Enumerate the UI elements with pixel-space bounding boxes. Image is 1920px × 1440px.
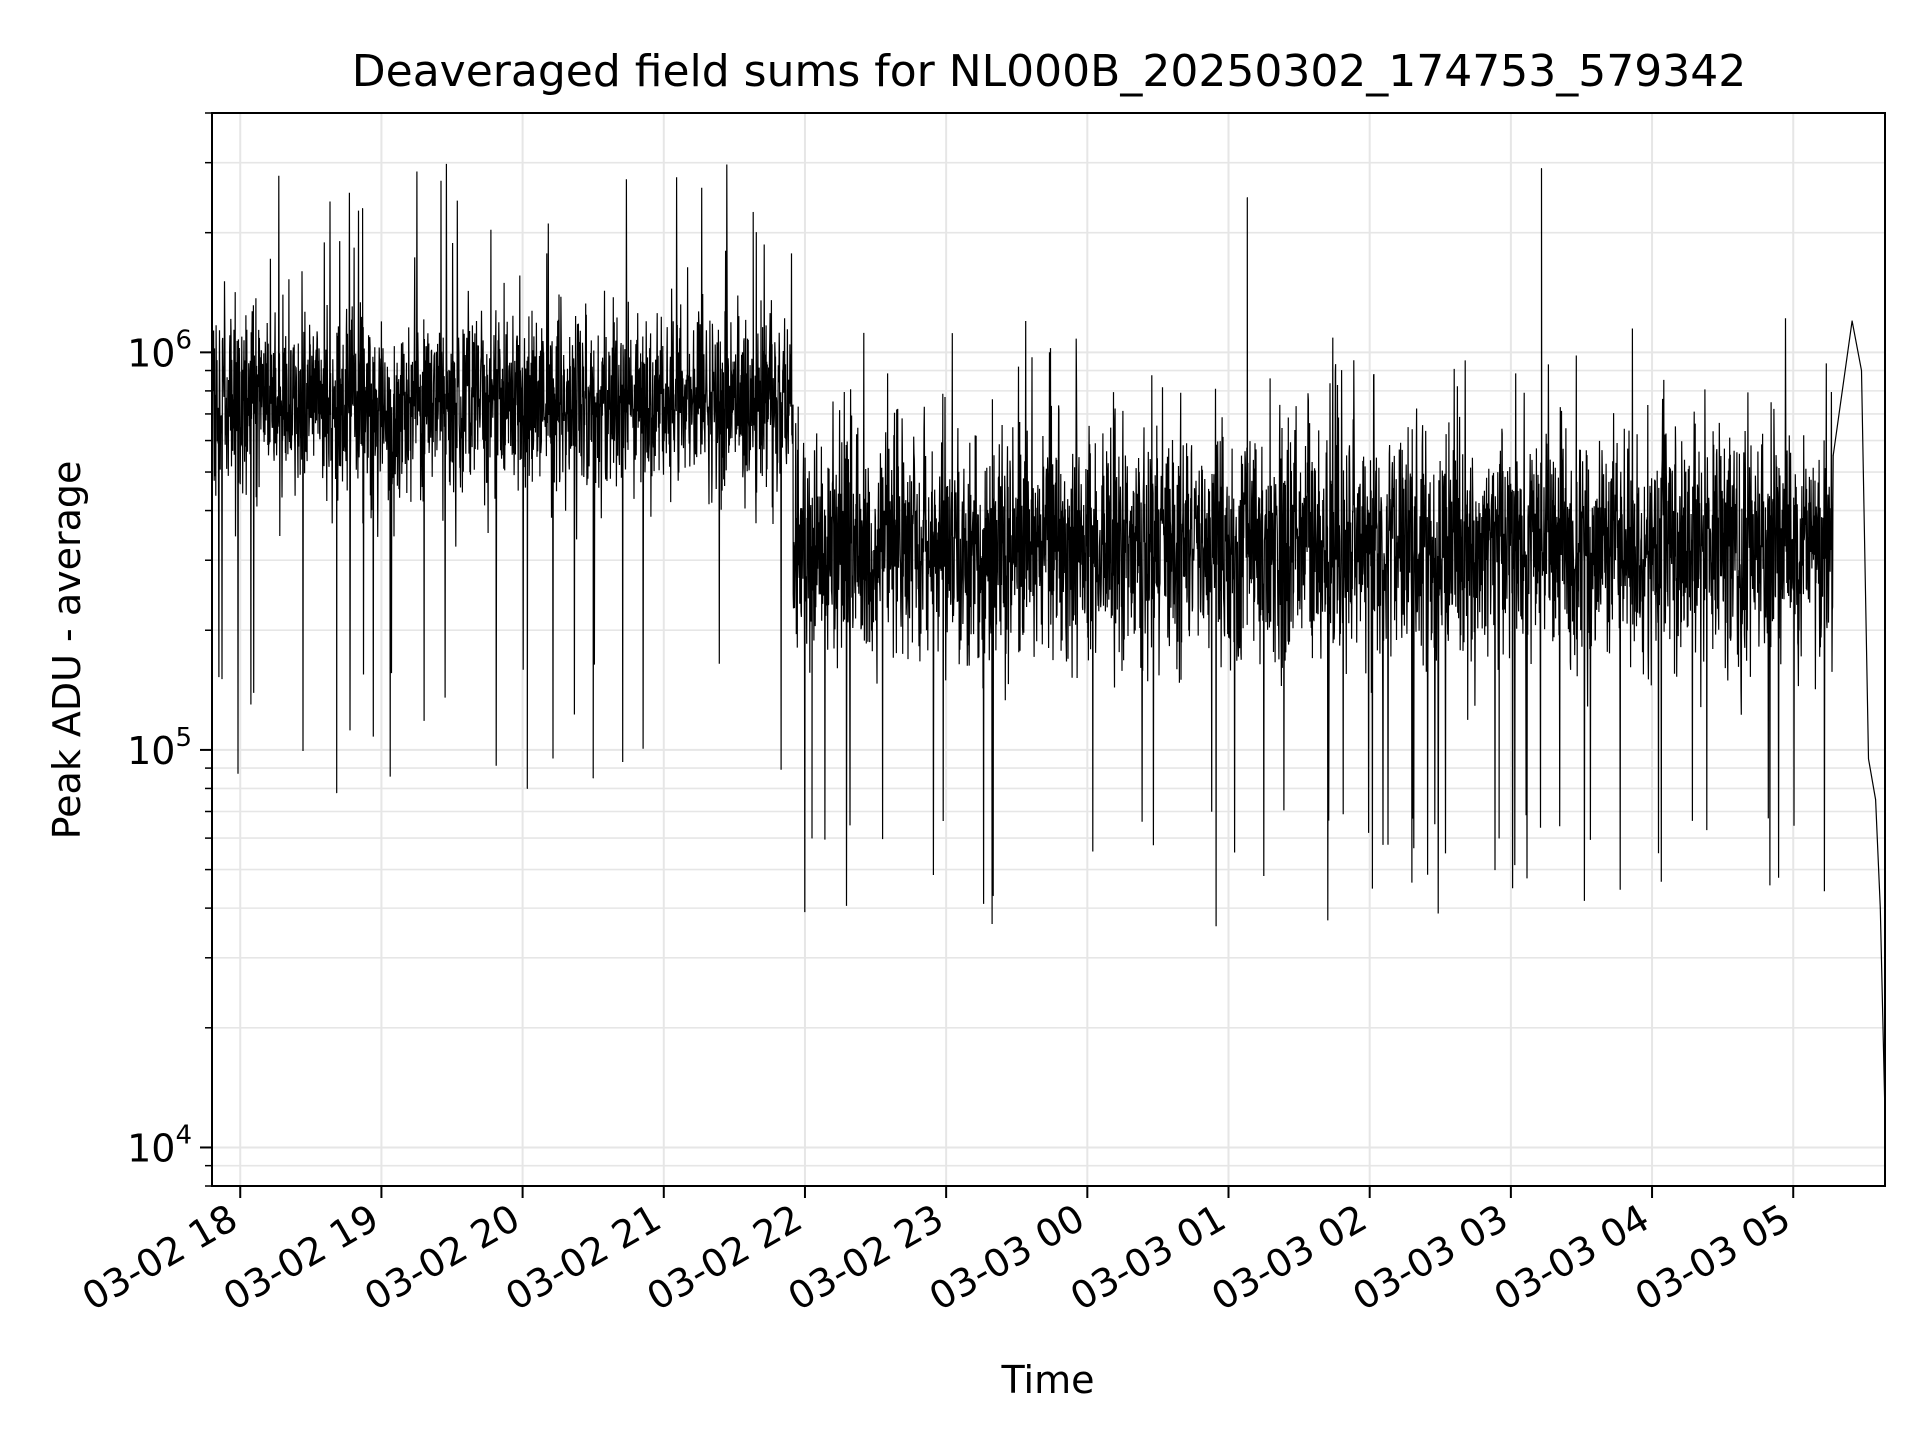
data-point (1868, 758, 1870, 760)
x-tick-label: 03-02 23 (781, 1196, 951, 1320)
y-axis-label: Peak ADU - average (45, 461, 89, 840)
series-line (211, 163, 1886, 1117)
x-axis-label: Time (1001, 1358, 1095, 1402)
x-tick-label: 03-02 18 (75, 1196, 245, 1320)
data-point (1879, 907, 1881, 909)
data-point (752, 211, 754, 213)
data-point (526, 787, 528, 789)
data-point (1875, 799, 1877, 801)
x-tick-label: 03-03 05 (1628, 1196, 1798, 1320)
x-tick-label: 03-03 04 (1487, 1196, 1657, 1320)
series-layer (211, 163, 1886, 1117)
data-point (1246, 197, 1248, 199)
y-tick-label: 104 (127, 1120, 192, 1170)
x-tick-label: 03-03 02 (1204, 1196, 1374, 1320)
y-tick-label: 106 (127, 325, 192, 375)
data-point (811, 837, 813, 839)
x-tick-label: 03-03 03 (1345, 1196, 1515, 1320)
x-tick-label: 03-02 20 (357, 1196, 527, 1320)
plot-frame (211, 112, 1886, 1187)
chart-title: Deaveraged field sums for NL000B_2025030… (352, 46, 1746, 97)
x-tick-label: 03-03 01 (1063, 1196, 1233, 1320)
data-point (336, 792, 338, 794)
data-point (1832, 455, 1834, 457)
data-point (1851, 320, 1853, 322)
data-point (592, 777, 594, 779)
x-tick-label: 03-02 19 (216, 1196, 386, 1320)
data-point (1540, 168, 1542, 170)
x-tick-label: 03-03 00 (922, 1196, 1092, 1320)
data-point (1498, 837, 1500, 839)
y-tick-label: 105 (127, 723, 192, 773)
x-tick-label: 03-02 22 (639, 1196, 809, 1320)
data-point (1860, 370, 1862, 372)
data-point (992, 895, 994, 897)
y-axis: 104 105 106 (127, 112, 212, 1187)
grid (212, 112, 1885, 1187)
x-tick-label: 03-02 21 (498, 1196, 668, 1320)
data-point (362, 208, 364, 210)
